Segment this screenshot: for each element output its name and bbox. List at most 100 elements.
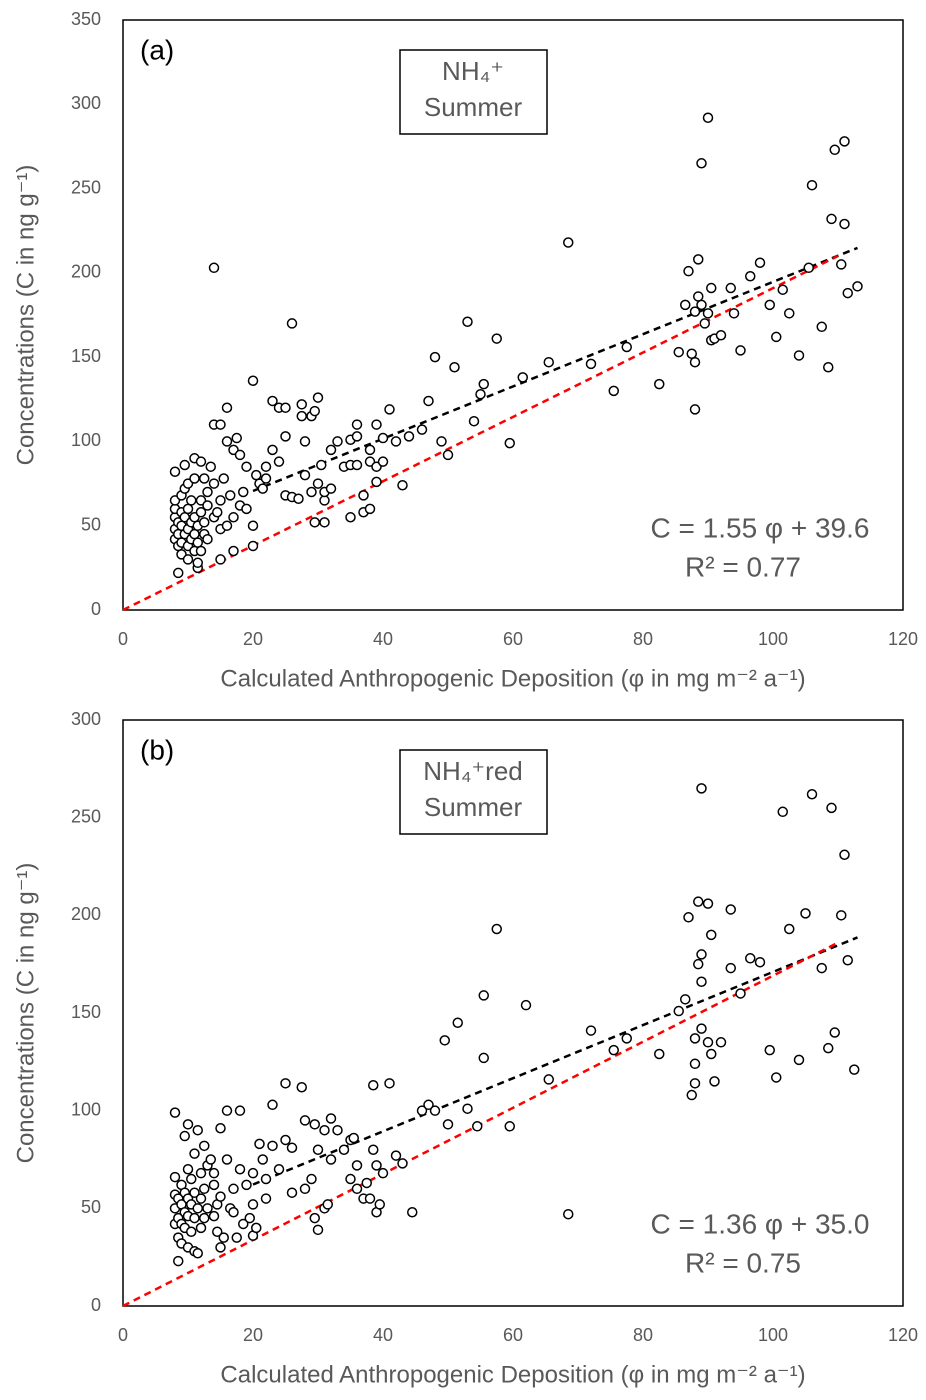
data-point (696, 783, 707, 794)
data-point (195, 506, 207, 518)
plot-frame (122, 19, 904, 611)
data-point (345, 1173, 356, 1185)
data-point (784, 308, 795, 319)
data-point (280, 1078, 291, 1089)
data-point (273, 456, 285, 467)
data-point (247, 1167, 259, 1179)
data-point (215, 419, 226, 430)
data-point (585, 358, 597, 370)
data-point (202, 486, 213, 498)
data-point (696, 299, 707, 311)
y-tick-label: 250 (71, 806, 101, 826)
data-point (754, 956, 766, 968)
data-point (254, 1138, 265, 1150)
data-point (823, 362, 834, 373)
data-point (686, 1089, 697, 1101)
data-point (286, 1142, 298, 1154)
data-point (693, 254, 704, 265)
data-point (472, 1121, 483, 1132)
data-point (416, 1105, 428, 1116)
data-point (563, 237, 574, 248)
y-tick-label: 50 (81, 1197, 101, 1217)
data-point (299, 469, 311, 481)
data-point (348, 1132, 359, 1144)
y-tick-label: 50 (81, 514, 101, 534)
equation: C = 1.55 φ + 39.6 (651, 512, 870, 543)
data-point (829, 144, 840, 156)
data-point (702, 1037, 714, 1048)
data-point (706, 282, 717, 294)
data-point (725, 962, 736, 974)
data-point (212, 506, 223, 518)
data-point (689, 404, 701, 415)
data-point (267, 395, 278, 407)
data-point (257, 483, 268, 494)
data-point (228, 1183, 239, 1195)
data-point (312, 478, 324, 489)
data-point (241, 503, 252, 515)
data-point (784, 923, 795, 935)
data-point (621, 1033, 632, 1044)
data-point (280, 402, 291, 413)
data-point (699, 318, 710, 329)
data-point (221, 402, 233, 413)
data-point (332, 1124, 343, 1136)
data-point (368, 1080, 379, 1091)
data-point (377, 456, 389, 467)
data-point (517, 372, 528, 383)
data-point (384, 1078, 395, 1089)
x-axis-label: Calculated Anthropogenic Deposition (φ i… (220, 665, 805, 692)
data-point (325, 444, 337, 456)
data-point (442, 1119, 454, 1130)
x-tick-label: 100 (758, 1325, 788, 1345)
data-point (192, 1203, 203, 1214)
data-point (696, 158, 707, 169)
data-point (371, 419, 382, 430)
data-point (702, 898, 714, 909)
data-point (504, 437, 515, 449)
data-point (325, 483, 337, 494)
data-point (725, 904, 736, 915)
data-point (836, 259, 847, 270)
data-point (800, 908, 811, 919)
data-point (680, 994, 691, 1005)
data-point (260, 1193, 272, 1204)
data-point (182, 1119, 194, 1130)
data-point (247, 1199, 259, 1210)
y-tick-label: 100 (71, 1099, 101, 1119)
data-point (299, 1183, 311, 1195)
data-point (221, 520, 233, 531)
data-point (745, 270, 756, 282)
data-point (251, 469, 262, 481)
data-point (689, 356, 701, 368)
data-point (377, 1167, 389, 1179)
title-box (399, 49, 548, 135)
title-line: NH₄⁺red (423, 756, 522, 786)
data-point (673, 1005, 684, 1017)
data-point (745, 953, 756, 964)
data-point (319, 1124, 330, 1136)
data-point (260, 1173, 272, 1185)
data-point (686, 348, 697, 360)
data-point (199, 1183, 210, 1195)
data-point (186, 495, 197, 506)
data-point (319, 495, 330, 506)
data-point (179, 459, 190, 471)
data-point (842, 955, 853, 966)
data-point (192, 1124, 203, 1136)
data-point (449, 362, 460, 373)
data-point (299, 1115, 311, 1126)
data-point (309, 1119, 320, 1130)
data-point (215, 1242, 226, 1253)
data-point (608, 385, 619, 397)
data-point (195, 1193, 207, 1204)
data-point (852, 281, 863, 292)
data-point (234, 1105, 246, 1116)
r-squared: R² = 0.77 (685, 551, 801, 582)
plot-frame (122, 719, 904, 1307)
data-point (351, 431, 363, 442)
data-point (309, 405, 320, 417)
data-point (351, 1183, 363, 1195)
data-point (189, 1187, 200, 1198)
